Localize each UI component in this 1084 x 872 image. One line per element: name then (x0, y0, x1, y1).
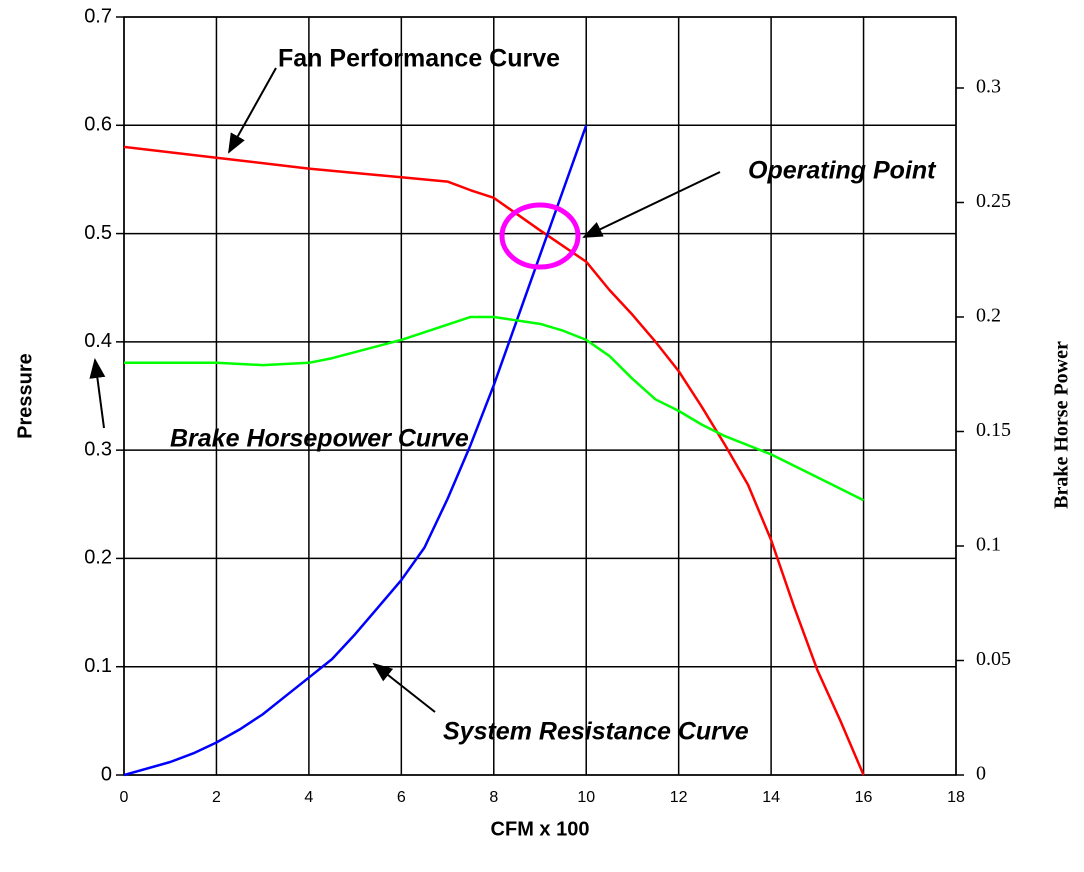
y2-axis-label: Brake Horse Power (1051, 341, 1073, 509)
y2-tick-label: 0.15 (976, 419, 1011, 441)
y-tick-label: 0.1 (84, 655, 112, 677)
y2-tick-label: 0.2 (976, 305, 1001, 327)
x-tick-label: 14 (762, 789, 780, 806)
x-axis-label: CFM x 100 (491, 818, 590, 840)
arrow (582, 171, 721, 238)
arrow (372, 662, 436, 713)
y-axis-label: Pressure (14, 353, 36, 439)
series-line (123, 124, 588, 777)
y-tick-label: 0.7 (84, 5, 112, 27)
series-line (124, 315, 865, 502)
y-tick-label: 0 (101, 763, 112, 785)
y-tick-label: 0.2 (84, 547, 112, 569)
operating-circle (499, 202, 581, 270)
y2-tick-label: 0.1 (976, 534, 1001, 556)
y-tick-label: 0.5 (84, 222, 112, 244)
x-tick-label: 10 (577, 789, 595, 806)
annotation: Brake Horsepower Curve (170, 425, 469, 453)
y-tick-label: 0.3 (84, 438, 112, 460)
y2-tick-label: 0 (976, 763, 986, 785)
y2-tick-label: 0.05 (976, 648, 1011, 670)
y2-tick-label: 0.25 (976, 190, 1011, 212)
plot-frame (123, 16, 957, 776)
x-tick-label: 18 (947, 789, 965, 806)
x-tick-label: 16 (855, 789, 873, 806)
x-tick-label: 6 (397, 789, 406, 806)
series-line (123, 145, 865, 776)
arrow (89, 358, 106, 429)
annotation: Fan Performance Curve (278, 45, 560, 73)
annotation: System Resistance Curve (443, 718, 749, 746)
annotation: Operating Point (748, 157, 937, 185)
x-tick-label: 4 (304, 789, 313, 806)
x-tick-label: 12 (670, 789, 688, 806)
x-tick-label: 0 (120, 789, 129, 806)
x-tick-label: 8 (489, 789, 498, 806)
y-tick-label: 0.6 (84, 114, 112, 136)
y2-tick-label: 0.3 (976, 76, 1001, 98)
y-tick-label: 0.4 (84, 330, 112, 352)
x-tick-label: 2 (212, 789, 221, 806)
arrow (228, 67, 277, 154)
